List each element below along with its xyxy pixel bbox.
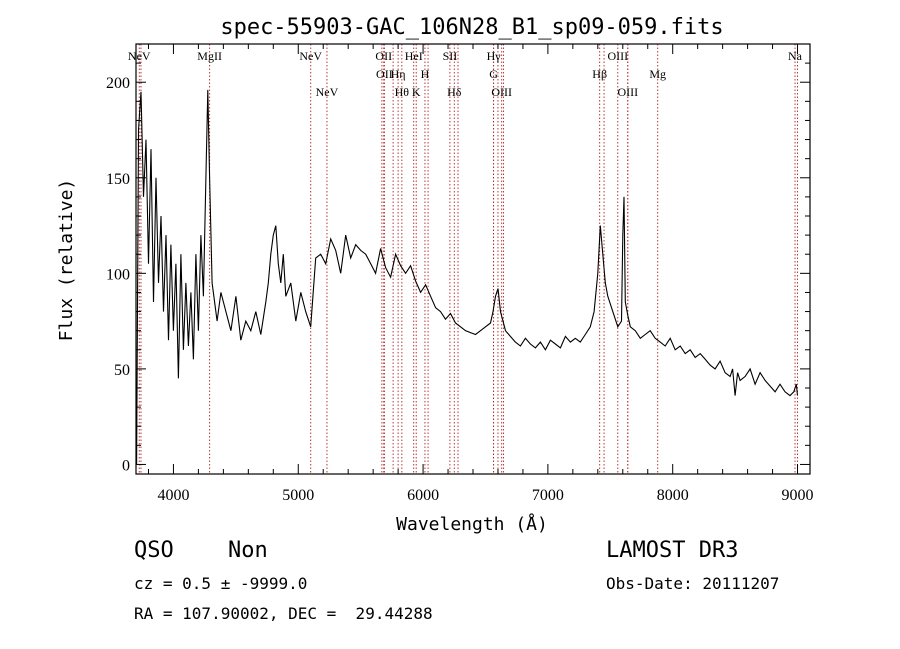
emission-line-label: OIII — [617, 85, 638, 99]
observation-date: Obs-Date: 20111207 — [606, 574, 780, 593]
x-tick-label: 4000 — [157, 487, 189, 504]
object-class: QSO — [134, 538, 174, 563]
emission-line-label: H — [421, 67, 430, 81]
x-tick-label: 7000 — [532, 487, 564, 504]
survey-name: LAMOST DR3 — [606, 538, 739, 563]
object-subclass: Non — [228, 538, 268, 563]
x-tick-label: 5000 — [282, 487, 314, 504]
emission-line-label: Hβ — [592, 67, 607, 81]
x-axis: 4000 5000 6000 7000 8000 9000 — [147, 44, 814, 504]
x-tick-label: 6000 — [407, 487, 439, 504]
redshift-cz: cz = 0.5 ± -9999.0 — [134, 574, 308, 593]
y-tick-label: 200 — [106, 75, 130, 92]
emission-line-label: NeV — [316, 85, 339, 99]
emission-line-label: Mg — [649, 67, 666, 81]
emission-line-label: Hη — [391, 67, 406, 81]
emission-line-label: OII — [375, 49, 392, 63]
emission-line-label: Hδ — [447, 85, 462, 99]
y-axis-label: Flux (relative) — [56, 179, 77, 342]
y-tick-label: 150 — [106, 171, 130, 188]
y-tick-label: 0 — [122, 457, 130, 474]
emission-line-label: MgII — [197, 49, 222, 63]
emission-line-label: Na — [788, 49, 803, 63]
y-tick-label: 100 — [106, 266, 130, 283]
emission-line-label: OII — [376, 67, 393, 81]
emission-line-label: G — [489, 67, 498, 81]
emission-line-markers — [138, 44, 798, 474]
emission-line-label: NeV — [299, 49, 322, 63]
plot-frame — [135, 43, 811, 475]
y-axis: 0 50 100 150 200 — [106, 43, 810, 474]
y-tick-label: 50 — [114, 362, 130, 379]
emission-line-label: OIII — [607, 49, 628, 63]
x-tick-label: 9000 — [782, 487, 814, 504]
emission-line-label: Hγ — [487, 49, 502, 63]
emission-line-label: K — [412, 85, 421, 99]
emission-line-label: NeV — [128, 49, 151, 63]
chart-title: spec-55903-GAC_106N28_B1_sp09-059.fits — [220, 15, 723, 40]
coordinates: RA = 107.90002, DEC = 29.44288 — [134, 604, 433, 623]
x-tick-label: 8000 — [657, 487, 689, 504]
x-axis-label: Wavelength (Å) — [396, 513, 548, 535]
emission-line-label: Hθ — [395, 85, 410, 99]
emission-line-label: OIII — [491, 85, 512, 99]
spectrum-line — [136, 89, 799, 465]
emission-line-label: HeI — [405, 49, 423, 63]
emission-line-label: SII — [443, 49, 458, 63]
